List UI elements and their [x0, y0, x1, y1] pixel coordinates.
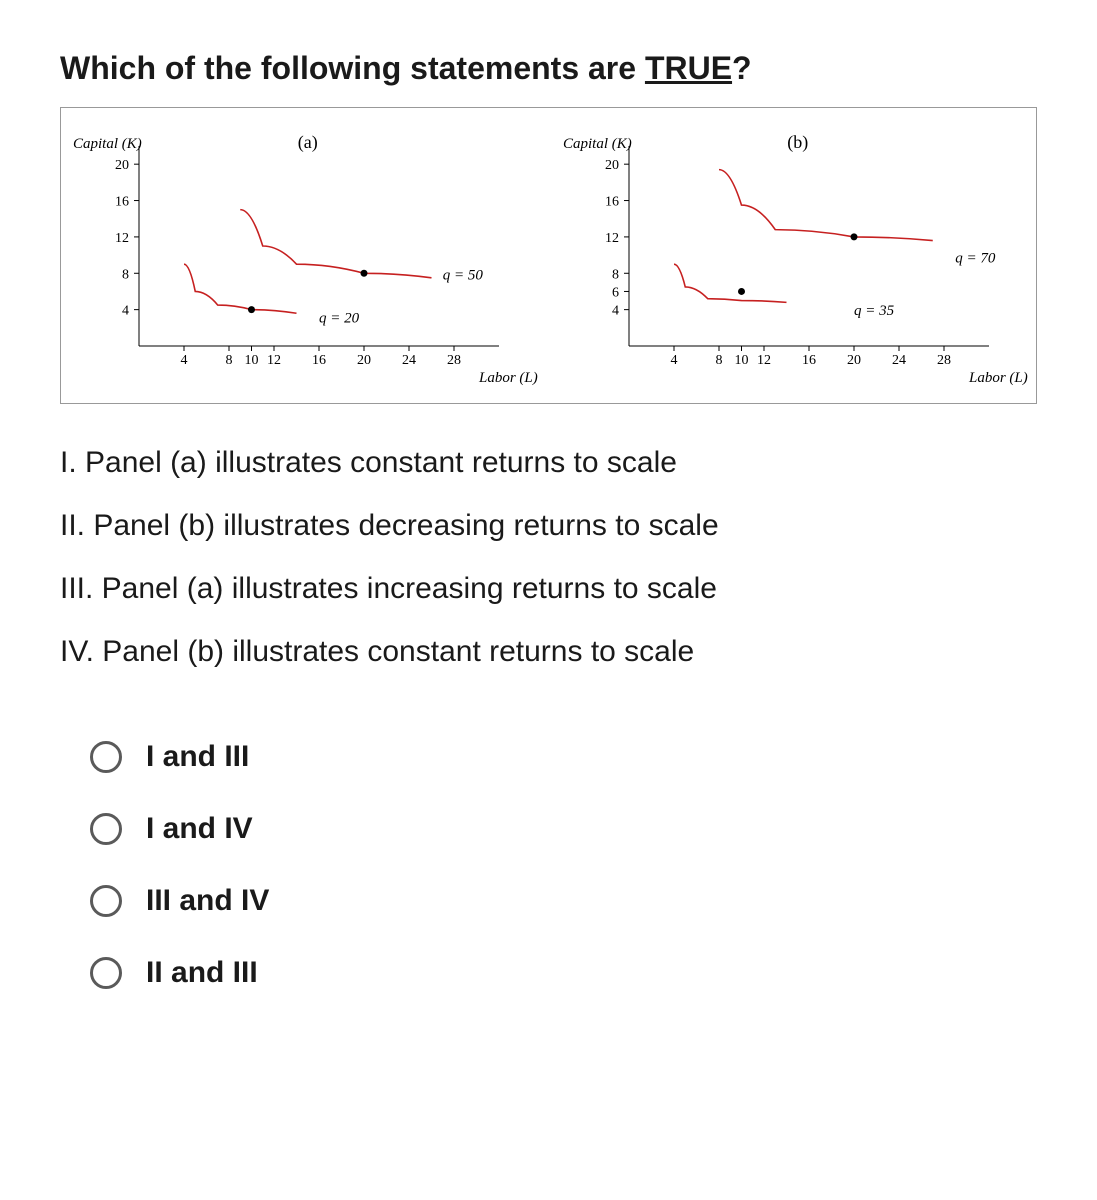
option-1-label: I and III: [146, 740, 249, 774]
svg-text:Capital (K): Capital (K): [73, 136, 142, 152]
svg-text:10: 10: [245, 353, 259, 368]
svg-text:12: 12: [267, 353, 281, 368]
svg-text:28: 28: [447, 353, 461, 368]
svg-text:4: 4: [671, 353, 678, 368]
svg-text:12: 12: [115, 231, 129, 246]
question-suffix: ?: [732, 50, 752, 86]
svg-text:20: 20: [357, 353, 371, 368]
svg-text:4: 4: [612, 304, 619, 319]
svg-text:q = 20: q = 20: [319, 310, 360, 326]
svg-text:16: 16: [605, 195, 619, 210]
svg-text:(a): (a): [298, 132, 318, 153]
question-prefix: Which of the following statements are: [60, 50, 645, 86]
svg-text:q = 35: q = 35: [854, 303, 895, 319]
radio-icon: [90, 813, 122, 845]
question-emphasis: TRUE: [645, 50, 732, 86]
chart-panel-a: Capital (K) (a) 4 8 12 16 20 4 8 10 12 16 20 24 28 Labo…: [69, 116, 549, 401]
svg-text:16: 16: [115, 195, 129, 210]
option-3[interactable]: III and IV: [90, 884, 1037, 918]
statement-2: II. Panel (b) illustrates decreasing ret…: [60, 497, 1037, 554]
statement-1: I. Panel (a) illustrates constant return…: [60, 434, 1037, 491]
svg-text:q = 70: q = 70: [955, 250, 996, 266]
svg-text:28: 28: [937, 353, 951, 368]
svg-text:16: 16: [312, 353, 326, 368]
option-3-label: III and IV: [146, 884, 269, 918]
option-2-label: I and IV: [146, 812, 253, 846]
svg-text:8: 8: [226, 353, 233, 368]
answer-options: I and III I and IV III and IV II and III: [60, 740, 1037, 990]
svg-text:6: 6: [612, 285, 619, 300]
svg-text:24: 24: [402, 353, 416, 368]
svg-text:(b): (b): [787, 132, 808, 153]
svg-text:q = 50: q = 50: [443, 268, 484, 284]
question-title: Which of the following statements are TR…: [60, 50, 1037, 87]
option-1[interactable]: I and III: [90, 740, 1037, 774]
svg-text:Labor (L): Labor (L): [968, 370, 1028, 386]
statement-3: III. Panel (a) illustrates increasing re…: [60, 560, 1037, 617]
svg-text:16: 16: [802, 353, 816, 368]
radio-icon: [90, 741, 122, 773]
svg-text:12: 12: [605, 231, 619, 246]
svg-text:Labor (L): Labor (L): [478, 370, 538, 386]
radio-icon: [90, 957, 122, 989]
statement-4: IV. Panel (b) illustrates constant retur…: [60, 623, 1037, 680]
svg-text:20: 20: [847, 353, 861, 368]
svg-text:8: 8: [612, 267, 619, 282]
svg-text:20: 20: [115, 158, 129, 173]
svg-text:Capital (K): Capital (K): [563, 136, 632, 152]
chart-panel-b: Capital (K) (b) 4 6 8 12 16 20 4 8 10 12 16 20 24 28 Lab…: [559, 116, 1039, 401]
option-2[interactable]: I and IV: [90, 812, 1037, 846]
svg-text:12: 12: [757, 353, 771, 368]
option-4[interactable]: II and III: [90, 956, 1037, 990]
svg-text:20: 20: [605, 158, 619, 173]
svg-text:8: 8: [122, 267, 129, 282]
svg-text:10: 10: [735, 353, 749, 368]
svg-text:8: 8: [716, 353, 723, 368]
svg-text:24: 24: [892, 353, 906, 368]
statements-list: I. Panel (a) illustrates constant return…: [60, 434, 1037, 680]
svg-text:4: 4: [122, 304, 129, 319]
radio-icon: [90, 885, 122, 917]
charts-container: Capital (K) (a) 4 8 12 16 20 4 8 10 12 16 20 24 28 Labo…: [60, 107, 1037, 404]
option-4-label: II and III: [146, 956, 258, 990]
svg-text:4: 4: [181, 353, 188, 368]
